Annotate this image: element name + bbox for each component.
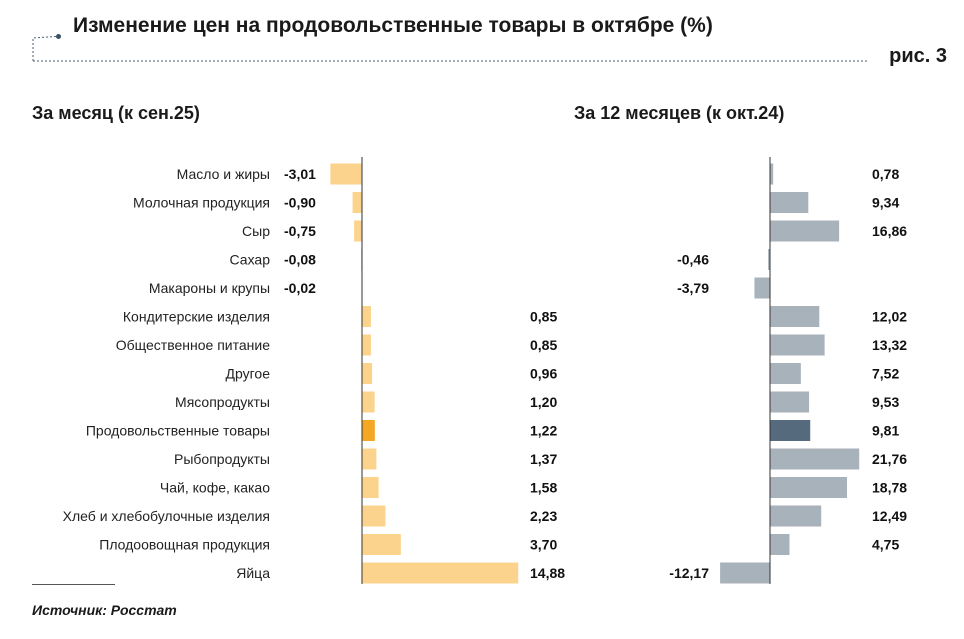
month-bar	[362, 306, 371, 327]
month-bar	[362, 562, 519, 584]
month-bar	[362, 534, 401, 555]
subtitle-year: За 12 месяцев (к окт.24)	[574, 103, 785, 123]
year-value-label: -3,79	[677, 280, 709, 296]
year-value-label: 9,81	[872, 423, 899, 439]
year-value-label: 21,76	[872, 451, 907, 467]
year-value-label: 7,52	[872, 366, 899, 382]
category-labels: Масло и жиры Молочная продукция Сыр Сахар Ма…	[63, 166, 271, 581]
chart-title: Изменение цен на продовольственные товар…	[73, 14, 713, 37]
year-bar	[770, 448, 860, 470]
category-label: Мясопродукты	[175, 394, 270, 410]
month-value-label: -0,08	[284, 252, 316, 268]
category-label: Яйца	[236, 565, 270, 581]
month-value-label: -0,02	[284, 280, 316, 296]
year-value-label: 0,78	[872, 166, 899, 182]
year-bar	[720, 562, 770, 584]
year-value-label: -12,17	[669, 565, 709, 581]
month-bar	[362, 334, 371, 356]
year-bar	[770, 534, 790, 555]
category-label: Масло и жиры	[177, 166, 270, 182]
title-bullet	[56, 34, 61, 39]
subtitle-month: За месяц (к сен.25)	[32, 103, 200, 123]
category-label: Хлеб и хлебобулочные изделия	[63, 508, 270, 524]
year-value-label: 12,49	[872, 508, 907, 524]
month-bar	[362, 477, 379, 498]
category-label: Общественное питание	[116, 337, 270, 353]
year-bar	[770, 334, 825, 356]
month-value-label: 1,22	[530, 423, 557, 439]
category-label: Плодоовощная продукция	[99, 537, 270, 553]
year-series: 0,78 9,34 16,86 -0,46 -3,79 12,02 13,32 7,52 9,5…	[669, 157, 907, 584]
month-bar	[354, 220, 362, 242]
year-bar	[768, 249, 770, 270]
month-value-label: 0,85	[530, 337, 557, 353]
month-value-label: 2,23	[530, 508, 557, 524]
year-bar	[770, 163, 774, 185]
month-value-label: -0,90	[284, 195, 316, 211]
category-label: Чай, кофе, какао	[160, 480, 270, 496]
month-series: -3,01 -0,90 -0,75 -0,08 -0,02 0,85 0,85 0,96 1,2…	[284, 157, 565, 584]
category-label: Другое	[226, 366, 271, 382]
year-value-label: 9,53	[872, 394, 899, 410]
title-rule	[32, 36, 868, 62]
source-rule	[32, 584, 115, 585]
category-label: Молочная продукция	[133, 195, 270, 211]
month-value-label: 1,20	[530, 394, 557, 410]
category-label: Кондитерские изделия	[123, 309, 270, 325]
category-label: Макароны и крупы	[149, 280, 270, 296]
year-bar	[770, 220, 840, 242]
month-bar	[362, 505, 386, 527]
month-value-label: 1,37	[530, 451, 557, 467]
year-value-label: 12,02	[872, 309, 907, 325]
category-label: Сыр	[242, 223, 270, 239]
year-bar	[770, 477, 847, 498]
month-value-label: 14,88	[530, 565, 565, 581]
month-value-label: 3,70	[530, 537, 557, 553]
figure-label: рис. 3	[889, 45, 947, 67]
year-value-label: -0,46	[677, 252, 709, 268]
month-bar	[362, 420, 375, 441]
year-value-label: 9,34	[872, 195, 899, 211]
month-value-label: 0,85	[530, 309, 557, 325]
month-value-label: -0,75	[284, 223, 316, 239]
category-label: Сахар	[230, 252, 271, 268]
year-bar	[754, 277, 770, 299]
category-label: Продовольственные товары	[86, 423, 270, 439]
year-value-label: 16,86	[872, 223, 907, 239]
year-value-label: 18,78	[872, 480, 907, 496]
month-value-label: 1,58	[530, 480, 557, 496]
source-note: Источник: Росстат	[32, 602, 177, 618]
year-value-label: 4,75	[872, 537, 899, 553]
year-bar	[770, 420, 811, 441]
bar-chart: Масло и жиры Молочная продукция Сыр Сахар Ма…	[63, 157, 907, 584]
month-bar	[362, 363, 373, 384]
year-bar	[770, 306, 820, 327]
category-label: Рыбопродукты	[174, 451, 270, 467]
year-bar	[770, 391, 810, 413]
year-bar	[770, 192, 809, 213]
year-value-label: 13,32	[872, 337, 907, 353]
month-bar	[362, 448, 377, 470]
year-bar	[770, 363, 801, 384]
month-value-label: 0,96	[530, 366, 557, 382]
month-bar	[362, 391, 375, 413]
month-value-label: -3,01	[284, 166, 316, 182]
month-bar	[330, 163, 362, 185]
year-bar	[770, 505, 822, 527]
month-bar	[352, 192, 362, 213]
